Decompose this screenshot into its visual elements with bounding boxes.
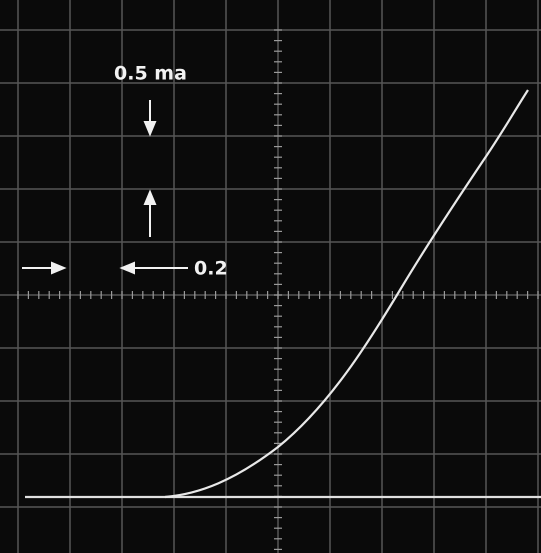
characteristic-curve (164, 89, 529, 499)
horizontal-scale-label: 0.2 (194, 258, 228, 280)
up-arrowhead (143, 189, 157, 205)
left-arrowhead (119, 261, 135, 275)
right-arrowhead (51, 261, 67, 275)
down-arrowhead (143, 121, 157, 137)
vertical-scale-label: 0.5 ma (114, 63, 187, 85)
scale-arrows (22, 100, 188, 275)
